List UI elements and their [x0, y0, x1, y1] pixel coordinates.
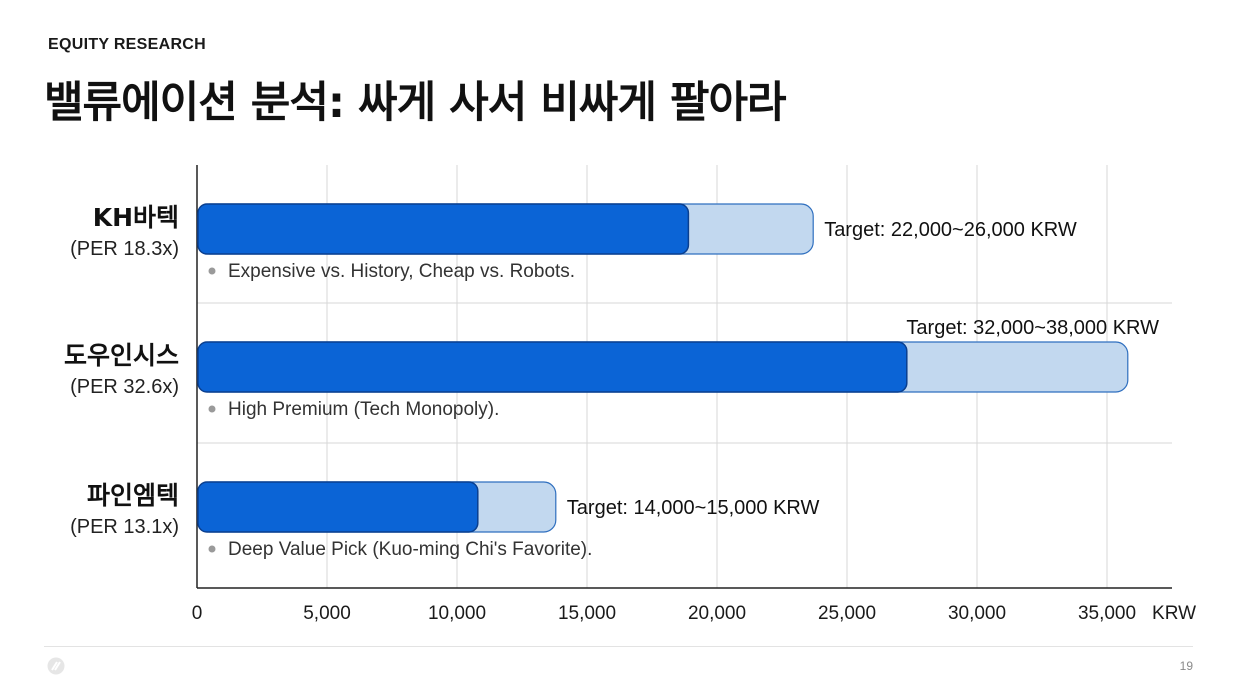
valuation-note: Deep Value Pick (Kuo-ming Chi's Favorite…	[228, 539, 592, 560]
page-number: 19	[1179, 659, 1193, 673]
per-ratio-label: (PER 18.3x)	[70, 238, 179, 260]
current-bar	[197, 203, 690, 255]
valuation-note: High Premium (Tech Monopoly).	[228, 399, 499, 420]
target-price-label: Target: 22,000~26,000 KRW	[824, 219, 1077, 241]
valuation-bar-chart: 0 5,000 10,000 15,000 20,000 25,000 30,000 35,0…	[64, 165, 1196, 624]
company-name-label: KH바텍	[93, 203, 179, 232]
target-price-label: Target: 32,000~38,000 KRW	[906, 317, 1159, 339]
per-ratio-label: (PER 13.1x)	[70, 516, 179, 538]
valuation-note: Expensive vs. History, Cheap vs. Robots.	[228, 261, 575, 282]
x-tick-label: 35,000	[1078, 603, 1136, 624]
page-title: 밸류에이션 분석: 싸게 사서 비싸게 팔아라	[44, 78, 787, 128]
footer-divider	[44, 646, 1193, 647]
x-tick-label: 25,000	[818, 603, 876, 624]
x-tick-label: 15,000	[558, 603, 616, 624]
x-tick-label: 5,000	[303, 603, 351, 624]
brand-mark-icon	[47, 657, 65, 675]
x-tick-label: 20,000	[688, 603, 746, 624]
bullet-dot	[208, 545, 216, 553]
x-tick-label: 30,000	[948, 603, 1006, 624]
x-axis-unit-label: KRW	[1152, 603, 1196, 624]
x-tick-label: 0	[192, 603, 203, 624]
company-name-label: 도우인시스	[64, 341, 179, 370]
target-price-label: Target: 14,000~15,000 KRW	[567, 497, 820, 519]
per-ratio-label: (PER 32.6x)	[70, 376, 179, 398]
bullet-dot	[208, 267, 216, 275]
section-kicker: EQUITY RESEARCH	[48, 36, 207, 53]
company-name-label: 파인엠텍	[87, 481, 179, 510]
x-tick-label: 10,000	[428, 603, 486, 624]
current-bar	[197, 341, 908, 393]
current-bar	[197, 481, 479, 533]
bullet-dot	[208, 405, 216, 413]
